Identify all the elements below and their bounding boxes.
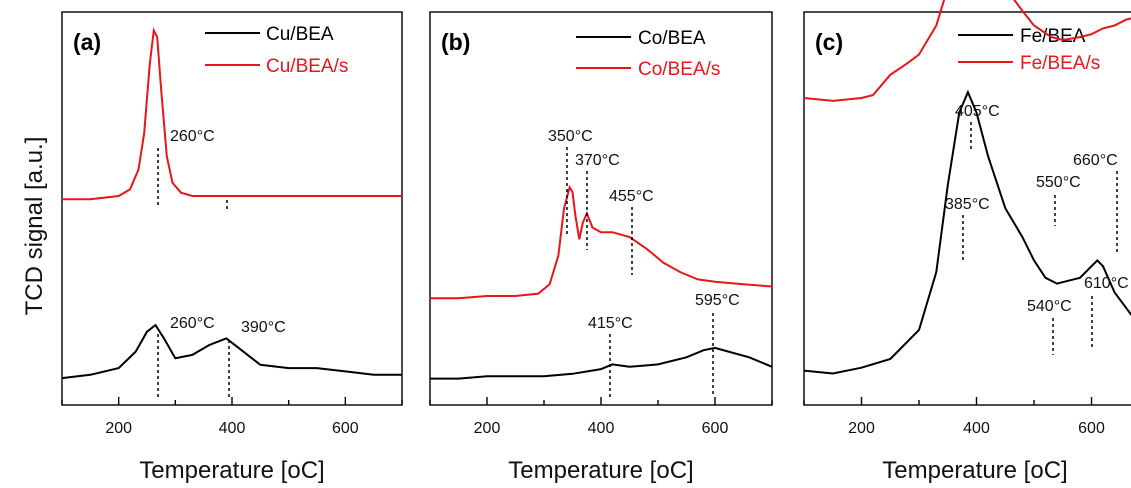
x-tick-label: 600: [332, 420, 359, 437]
peak-label: 390°C: [241, 319, 286, 336]
panel-c: (c) Fe/BEA Fe/BEA/s 405°C 385°C 550°C 66…: [803, 0, 1131, 484]
peak-label: 385°C: [945, 196, 990, 213]
peak-label: 455°C: [609, 188, 654, 205]
x-axis-ticks: 200 400 600: [803, 397, 1105, 437]
series-line-co-bea: [430, 346, 773, 380]
series-line-cu-bea: [61, 323, 402, 380]
peak-label: 550°C: [1036, 174, 1081, 191]
series-line-co-bea-s: [430, 184, 773, 300]
x-tick-label: 400: [219, 420, 246, 437]
panel-label: (a): [73, 29, 101, 55]
y-axis-title: TCD signal [a.u.]: [21, 137, 48, 316]
peak-label: 610°C: [1084, 275, 1129, 292]
peak-label: 405°C: [955, 103, 1000, 120]
legend-label-red: Fe/BEA/s: [1020, 53, 1100, 74]
panel-label: (c): [815, 29, 843, 55]
x-axis-title: Temperature [oC]: [508, 457, 693, 484]
peak-label: 415°C: [588, 315, 633, 332]
peak-label: 370°C: [575, 152, 620, 169]
panel-b: (b) Co/BEA Co/BEA/s 350°C 370°C 455°C 41…: [429, 11, 773, 484]
panel-a: (a) Cu/BEA Cu/BEA/s 260°C 260°C 390°C 20…: [61, 11, 403, 484]
series-line-cu-bea-s: [62, 27, 402, 201]
x-axis-title: Temperature [oC]: [882, 457, 1067, 484]
x-tick-label: 400: [588, 420, 615, 437]
peak-label: 260°C: [170, 128, 215, 145]
x-tick-label: 200: [848, 420, 875, 437]
x-axis-title: Temperature [oC]: [139, 457, 324, 484]
peak-label: 660°C: [1073, 152, 1118, 169]
x-axis-ticks: 200 400 600: [429, 397, 773, 437]
plot-frame: [429, 11, 773, 406]
legend-label-red: Co/BEA/s: [638, 59, 720, 80]
legend-label-black: Co/BEA: [638, 28, 706, 49]
x-axis-ticks: 200 400 600: [61, 397, 403, 437]
panel-label: (b): [441, 29, 470, 55]
peak-label: 260°C: [170, 315, 215, 332]
x-tick-label: 400: [963, 420, 990, 437]
x-tick-label: 600: [702, 420, 729, 437]
x-tick-label: 200: [474, 420, 501, 437]
peak-label: 540°C: [1027, 298, 1072, 315]
legend-label-red: Cu/BEA/s: [266, 56, 348, 77]
peak-label: 350°C: [548, 128, 593, 145]
series-line-fe-bea: [803, 89, 1131, 375]
legend-label-black: Cu/BEA: [266, 24, 334, 45]
x-tick-label: 200: [105, 420, 132, 437]
x-tick-label: 600: [1078, 420, 1105, 437]
series-line-fe-bea-s: [803, 0, 1131, 102]
peak-label: 595°C: [695, 292, 740, 309]
plot-frame: [61, 11, 403, 406]
